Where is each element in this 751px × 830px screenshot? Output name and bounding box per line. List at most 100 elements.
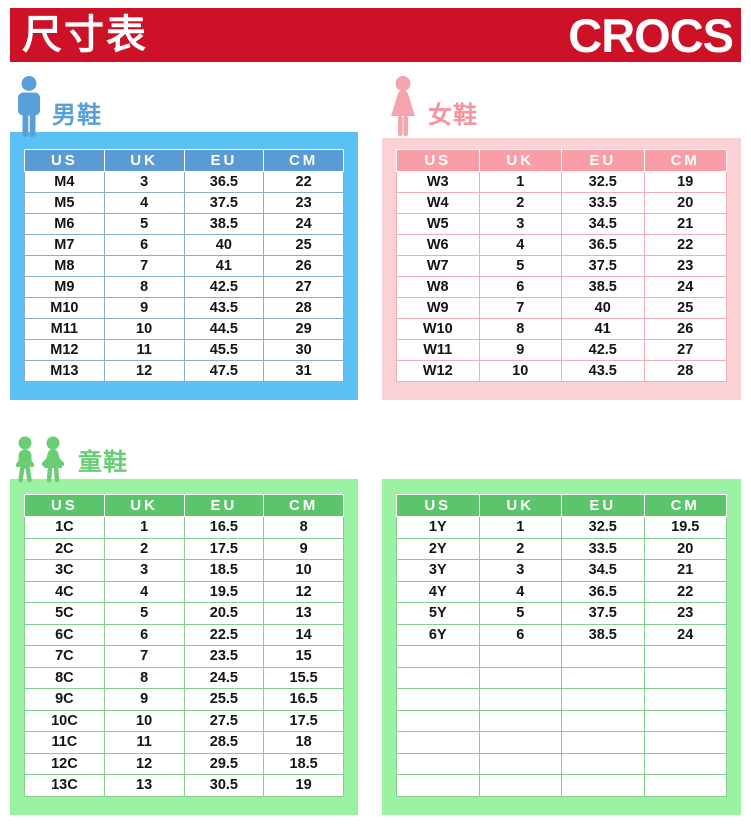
size-cell: W11 bbox=[396, 339, 480, 361]
size-cell: 16.5 bbox=[263, 688, 344, 711]
size-cell: 1C bbox=[24, 516, 105, 539]
size-cell: 40 bbox=[183, 234, 265, 256]
size-cell: 45.5 bbox=[183, 339, 265, 361]
size-cell: 29 bbox=[263, 318, 344, 340]
kids-right-section: US UK EU CM 1Y 1 32.5 19.5 2Y 2 33.5 20 3Y 3 34.5 2… bbox=[382, 479, 741, 815]
kids-left-header-row: US UK EU CM bbox=[24, 494, 344, 517]
kids-section-label: 童鞋 bbox=[78, 449, 128, 476]
kids-left-col-us: US bbox=[24, 494, 105, 517]
size-row bbox=[396, 709, 727, 732]
size-cell: 21 bbox=[643, 559, 727, 582]
size-cell: 3 bbox=[478, 213, 562, 235]
kids-left-table-frame: US UK EU CM 1C 1 16.5 8 2C 2 17.5 9 3C 3 18.5 10 4C 4… bbox=[10, 479, 358, 815]
size-cell: 41 bbox=[561, 318, 645, 340]
size-cell: 2 bbox=[103, 537, 185, 560]
size-cell: 33.5 bbox=[561, 537, 645, 560]
women-table-frame: US UK EU CM W3 1 32.5 19 W4 2 33.5 20 W5 3 34.5 21 W… bbox=[382, 138, 741, 400]
size-cell: 43.5 bbox=[561, 360, 645, 382]
size-cell: 9 bbox=[263, 537, 344, 560]
women-size-table: US UK EU CM W3 1 32.5 19 W4 2 33.5 20 W5 3 34.5 21 W… bbox=[396, 149, 727, 382]
women-table-body: W3 1 32.5 19 W4 2 33.5 20 W5 3 34.5 21 W6 4 36.5 22 W7 5 3… bbox=[396, 171, 727, 382]
women-label-row: 女鞋 bbox=[382, 62, 741, 136]
size-cell bbox=[643, 688, 727, 711]
size-cell: 5 bbox=[103, 213, 185, 235]
size-row: W10 8 41 26 bbox=[396, 318, 727, 340]
kids-label-row: 童鞋 bbox=[10, 433, 741, 483]
size-cell: 9C bbox=[24, 688, 105, 711]
size-cell: 28 bbox=[643, 360, 727, 382]
size-cell: 3 bbox=[103, 559, 185, 582]
size-row bbox=[396, 774, 727, 797]
size-row: 13C 13 30.5 19 bbox=[24, 774, 344, 797]
size-row bbox=[396, 731, 727, 754]
size-cell: W4 bbox=[396, 192, 480, 214]
size-cell bbox=[561, 752, 645, 775]
size-cell bbox=[478, 666, 562, 689]
size-cell: 4 bbox=[478, 234, 562, 256]
size-row: W9 7 40 25 bbox=[396, 297, 727, 319]
men-header-row: US UK EU CM bbox=[24, 149, 344, 172]
men-label-row: 男鞋 bbox=[10, 62, 358, 137]
kids-left-col-eu: EU bbox=[183, 494, 265, 517]
banner: 尺寸表 CROCS bbox=[10, 8, 741, 62]
size-cell: M11 bbox=[24, 318, 105, 340]
size-cell bbox=[478, 731, 562, 754]
size-cell bbox=[396, 731, 480, 754]
size-cell: 7C bbox=[24, 645, 105, 668]
size-cell: 17.5 bbox=[183, 537, 265, 560]
size-cell: 5 bbox=[478, 255, 562, 277]
size-cell: 22 bbox=[263, 171, 344, 193]
page-title: 尺寸表 bbox=[22, 13, 148, 57]
size-cell: 19 bbox=[263, 774, 344, 797]
size-cell: 6 bbox=[103, 234, 185, 256]
size-row: 4Y 4 36.5 22 bbox=[396, 580, 727, 603]
size-cell bbox=[396, 688, 480, 711]
size-cell: 33.5 bbox=[561, 192, 645, 214]
size-row: M10 9 43.5 28 bbox=[24, 297, 344, 319]
size-row: 5C 5 20.5 13 bbox=[24, 602, 344, 625]
size-row bbox=[396, 688, 727, 711]
size-cell: 2 bbox=[478, 192, 562, 214]
size-cell bbox=[396, 752, 480, 775]
size-cell: 10 bbox=[478, 360, 562, 382]
woman-icon bbox=[391, 76, 415, 136]
size-cell: 42.5 bbox=[183, 276, 265, 298]
size-cell: 25 bbox=[643, 297, 727, 319]
size-row: 12C 12 29.5 18.5 bbox=[24, 752, 344, 775]
size-cell: 29.5 bbox=[183, 752, 265, 775]
size-row: M12 11 45.5 30 bbox=[24, 339, 344, 361]
size-cell: 5 bbox=[103, 602, 185, 625]
size-cell: 10C bbox=[24, 709, 105, 732]
size-cell: 9 bbox=[103, 297, 185, 319]
size-cell: 8 bbox=[103, 666, 185, 689]
size-cell: W5 bbox=[396, 213, 480, 235]
kids-right-header-row: US UK EU CM bbox=[396, 494, 727, 517]
man-icon bbox=[18, 76, 40, 137]
size-cell bbox=[561, 731, 645, 754]
size-row: 10C 10 27.5 17.5 bbox=[24, 709, 344, 732]
size-cell bbox=[643, 752, 727, 775]
children-icon bbox=[15, 436, 65, 483]
size-cell: 27.5 bbox=[183, 709, 265, 732]
size-cell: 5 bbox=[478, 602, 562, 625]
kids-left-size-table: US UK EU CM 1C 1 16.5 8 2C 2 17.5 9 3C 3 18.5 10 4C 4… bbox=[24, 494, 344, 797]
size-cell: 5C bbox=[24, 602, 105, 625]
size-cell: 6 bbox=[478, 276, 562, 298]
size-cell: 2 bbox=[478, 537, 562, 560]
kids-left-col-cm: CM bbox=[263, 494, 344, 517]
size-cell: 18.5 bbox=[263, 752, 344, 775]
size-cell: 22.5 bbox=[183, 623, 265, 646]
men-col-eu: EU bbox=[183, 149, 265, 172]
size-cell: 15 bbox=[263, 645, 344, 668]
size-cell: 14 bbox=[263, 623, 344, 646]
size-cell: 6 bbox=[478, 623, 562, 646]
women-col-us: US bbox=[396, 149, 480, 172]
size-cell: W3 bbox=[396, 171, 480, 193]
size-cell: 23 bbox=[643, 602, 727, 625]
size-cell: 5Y bbox=[396, 602, 480, 625]
size-cell: 3C bbox=[24, 559, 105, 582]
size-cell: 26 bbox=[263, 255, 344, 277]
size-cell: 28 bbox=[263, 297, 344, 319]
men-col-us: US bbox=[24, 149, 105, 172]
size-cell bbox=[643, 666, 727, 689]
